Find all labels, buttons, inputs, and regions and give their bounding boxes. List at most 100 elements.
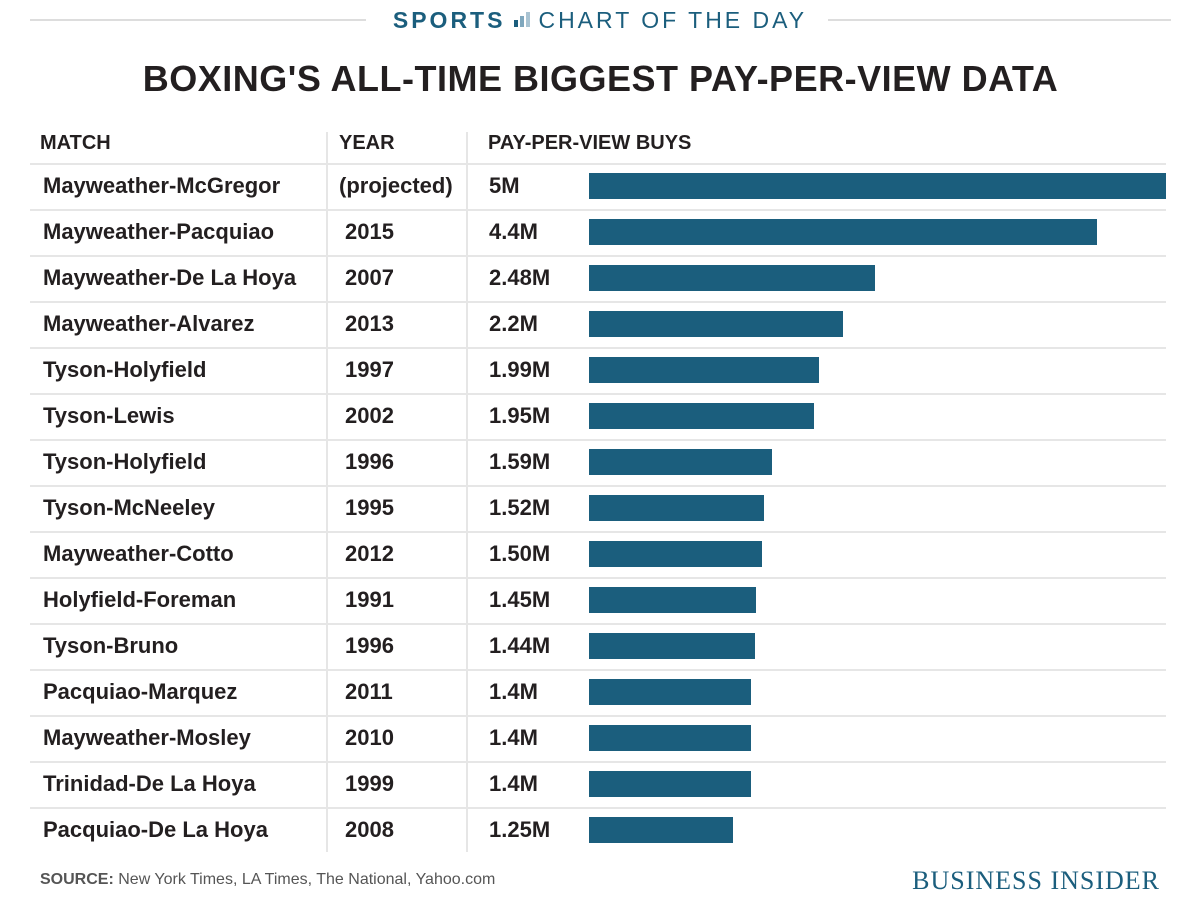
match-name: Tyson-Holyfield [43, 357, 207, 382]
banner-rule-right [828, 19, 1171, 21]
match-year: 1996 [345, 449, 394, 474]
match-name: Holyfield-Foreman [43, 587, 237, 612]
year-column-header: YEAR [339, 132, 395, 154]
match-year: 2013 [345, 311, 394, 336]
match-year: 1991 [345, 587, 394, 612]
buys-column-header: PAY-PER-VIEW BUYS [488, 132, 692, 154]
match-name: Mayweather-Cotto [43, 541, 234, 566]
row-divider [30, 255, 1166, 257]
match-name: Mayweather-Alvarez [43, 311, 255, 336]
row-divider [30, 807, 1166, 809]
ppv-bar [589, 219, 1097, 245]
ppv-bar [589, 495, 764, 521]
ppv-bar [589, 817, 733, 843]
match-year: 2002 [345, 403, 394, 428]
buys-value-label: 1.44M [489, 633, 551, 658]
buys-value-label: 4.4M [489, 219, 538, 244]
banner-rule-left [30, 19, 366, 21]
buys-value-label: 1.4M [489, 771, 538, 796]
buys-value-label: 1.95M [489, 403, 551, 428]
row-divider [30, 209, 1166, 211]
buys-value-label: 2.48M [489, 265, 551, 290]
buys-value-label: 5M [489, 173, 520, 198]
column-divider-year [326, 132, 328, 852]
match-name: Tyson-Bruno [43, 633, 179, 658]
table-row: Mayweather-Cotto 2012 1.50M [0, 531, 1201, 577]
match-year: 2015 [345, 219, 394, 244]
table-row: Mayweather-Mosley 2010 1.4M [0, 715, 1201, 761]
table-row: Pacquiao-De La Hoya 2008 1.25M [0, 807, 1201, 853]
row-divider [30, 439, 1166, 441]
match-year: 1997 [345, 357, 394, 382]
ppv-bar [589, 587, 756, 613]
ppv-bar [589, 357, 819, 383]
row-divider [30, 163, 1166, 165]
match-year: 2008 [345, 817, 394, 842]
row-divider [30, 531, 1166, 533]
ppv-bar [589, 633, 755, 659]
table-row: Holyfield-Foreman 1991 1.45M [0, 577, 1201, 623]
chart-title: BOXING'S ALL-TIME BIGGEST PAY-PER-VIEW D… [142, 58, 1059, 99]
match-column-header: MATCH [40, 132, 111, 154]
match-name: Tyson-Lewis [43, 403, 175, 428]
buys-value-label: 1.52M [489, 495, 551, 520]
ppv-bar [589, 725, 751, 751]
source-text: New York Times, LA Times, The National, … [118, 871, 496, 888]
row-divider [30, 393, 1166, 395]
table-row: Mayweather-De La Hoya 2007 2.48M [0, 255, 1201, 301]
ppv-bar [589, 173, 1166, 199]
match-name: Mayweather-Mosley [43, 725, 251, 750]
table-row: Mayweather-Pacquiao 2015 4.4M [0, 209, 1201, 255]
table-row: Mayweather-McGregor (projected) 5M [0, 163, 1201, 209]
table-row: Pacquiao-Marquez 2011 1.4M [0, 669, 1201, 715]
match-name: Mayweather-De La Hoya [43, 265, 297, 290]
ppv-bar [589, 265, 875, 291]
ppv-bar [589, 449, 772, 475]
table-row: Tyson-Lewis 2002 1.95M [0, 393, 1201, 439]
match-name: Tyson-McNeeley [43, 495, 215, 520]
row-divider [30, 761, 1166, 763]
match-year: 1995 [345, 495, 394, 520]
match-name: Tyson-Holyfield [43, 449, 207, 474]
ppv-bar [589, 679, 751, 705]
table-row: Tyson-Holyfield 1997 1.99M [0, 347, 1201, 393]
match-name: Mayweather-McGregor [43, 173, 281, 198]
source-note: SOURCE: New York Times, LA Times, The Na… [40, 871, 495, 889]
match-year: 2011 [345, 679, 393, 704]
source-label: SOURCE: [40, 871, 114, 888]
buys-value-label: 1.45M [489, 587, 551, 612]
table-row: Tyson-McNeeley 1995 1.52M [0, 485, 1201, 531]
table-row: Tyson-Bruno 1996 1.44M [0, 623, 1201, 669]
banner-section: SPORTS [392, 6, 506, 33]
row-divider [30, 623, 1166, 625]
match-year: (projected) [339, 173, 453, 198]
row-divider [30, 577, 1166, 579]
banner-feature: CHART OF THE DAY [538, 6, 808, 33]
column-divider-buys [466, 132, 468, 852]
match-name: Pacquiao-Marquez [43, 679, 238, 704]
ppv-bar [589, 311, 843, 337]
ppv-rows: Mayweather-McGregor (projected) 5M Mayweath… [0, 163, 1201, 853]
buys-value-label: 1.99M [489, 357, 551, 382]
match-year: 2007 [345, 265, 394, 290]
buys-value-label: 2.2M [489, 311, 538, 336]
match-year: 2010 [345, 725, 394, 750]
match-year: 1996 [345, 633, 394, 658]
table-row: Tyson-Holyfield 1996 1.59M [0, 439, 1201, 485]
buys-value-label: 1.59M [489, 449, 551, 474]
buys-value-label: 1.50M [489, 541, 551, 566]
bar-chart-icon [513, 7, 531, 34]
row-divider [30, 347, 1166, 349]
row-divider [30, 485, 1166, 487]
row-divider [30, 715, 1166, 717]
row-divider [30, 669, 1166, 671]
table-row: Mayweather-Alvarez 2013 2.2M [0, 301, 1201, 347]
row-divider [30, 301, 1166, 303]
match-name: Mayweather-Pacquiao [43, 219, 275, 244]
match-year: 1999 [345, 771, 394, 796]
banner-label: SPORTS CHART OF THE DAY [378, 5, 822, 35]
buys-value-label: 1.25M [489, 817, 551, 842]
match-name: Pacquiao-De La Hoya [43, 817, 268, 842]
ppv-bar [589, 541, 762, 567]
ppv-bar [589, 771, 751, 797]
